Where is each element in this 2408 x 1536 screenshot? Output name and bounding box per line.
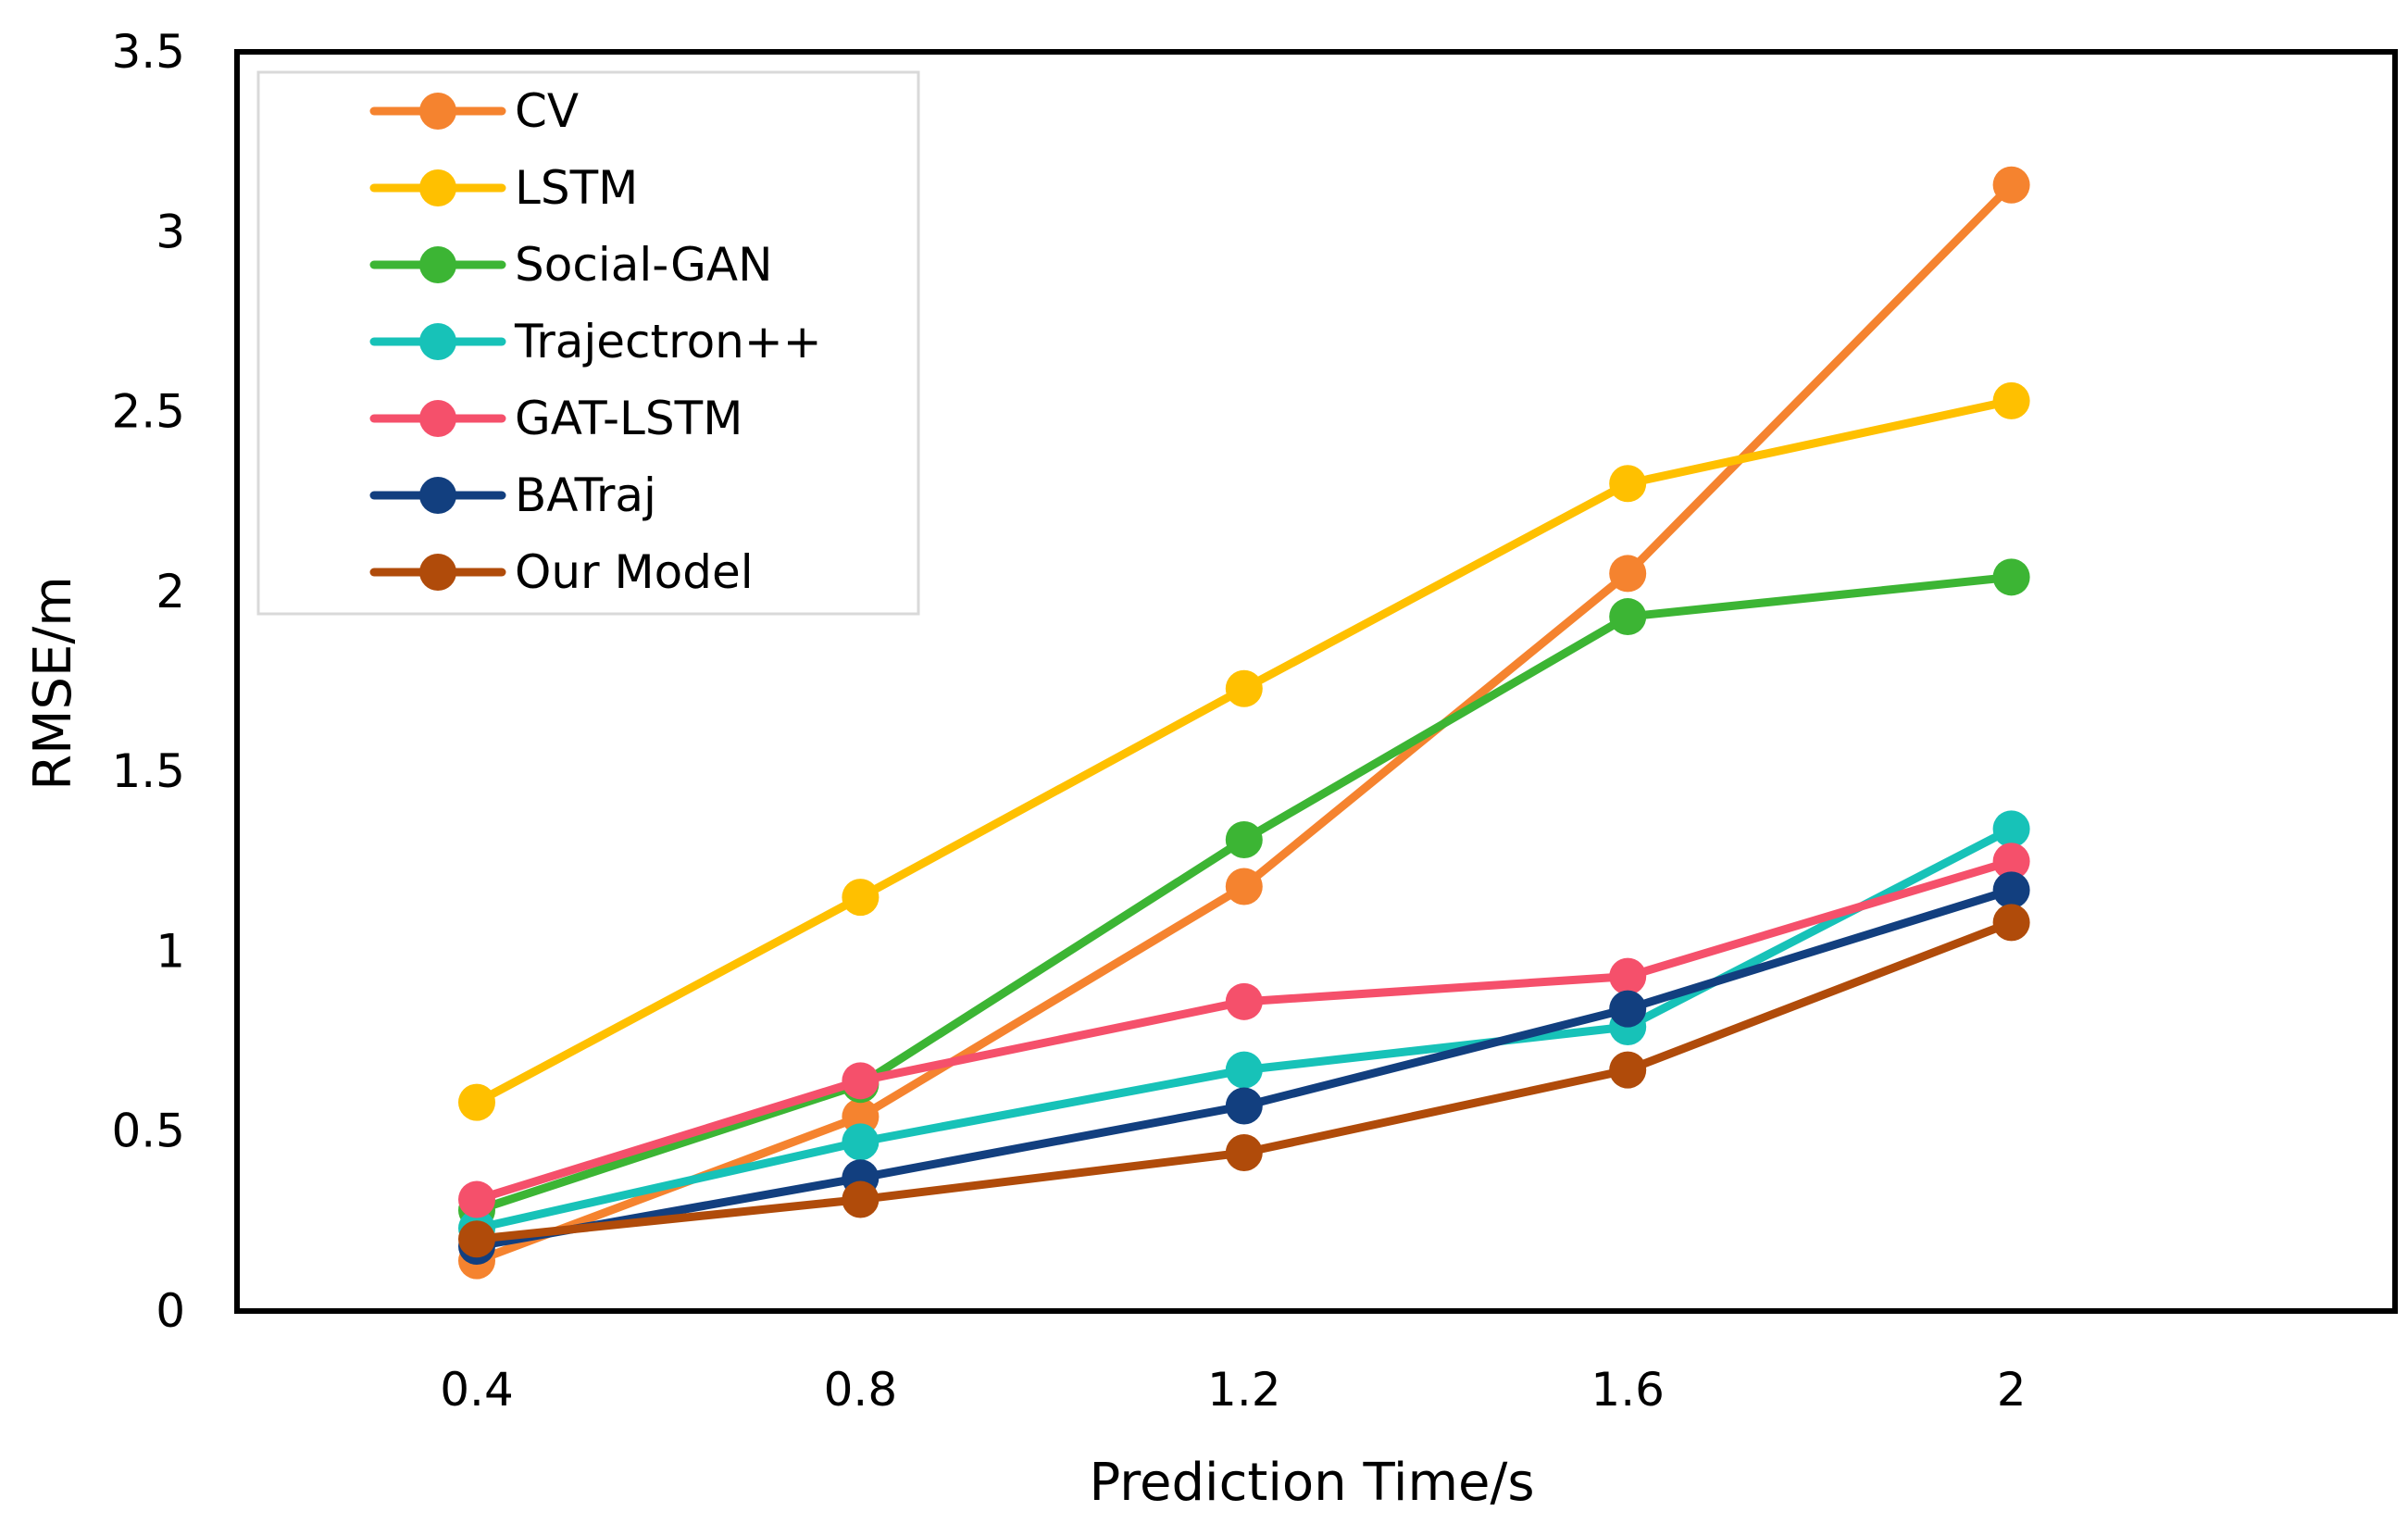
y-tick-labels: 0 0.5 1 1.5 2 2.5 3 3.5 (111, 25, 185, 1338)
data-point (1992, 558, 2030, 596)
legend-swatch-marker (419, 477, 456, 514)
data-point (1225, 669, 1263, 707)
y-tick-label: 1 (156, 924, 185, 978)
legend-box (256, 70, 920, 616)
y-tick-label: 3.5 (111, 25, 185, 79)
legend-swatch-marker (419, 554, 456, 591)
data-point (1609, 465, 1647, 503)
legend-label: Our Model (515, 545, 754, 599)
data-point (1992, 904, 2030, 942)
legend-entry: Our Model (369, 545, 754, 599)
data-point (1225, 820, 1263, 858)
legend-swatch-marker (419, 93, 456, 130)
y-tick-label: 0.5 (111, 1105, 185, 1158)
x-tick-label: 1.2 (1207, 1363, 1281, 1417)
series-lstm (458, 381, 2030, 1121)
data-point (1225, 1051, 1263, 1089)
legend-label: BATraj (515, 468, 656, 522)
legend-entry: BATraj (369, 468, 656, 522)
data-point (458, 1180, 495, 1218)
data-point (1225, 982, 1263, 1020)
y-tick-label: 2 (156, 565, 185, 618)
data-point (1609, 555, 1647, 593)
legend-swatch-marker (419, 400, 456, 437)
x-axis-title: Prediction Time/s (1089, 1453, 1534, 1513)
x-tick-labels: 0.4 0.8 1.2 1.6 2 (440, 1363, 2026, 1417)
legend-label: LSTM (515, 161, 638, 215)
plot-frame (234, 49, 2398, 1314)
data-point (1992, 843, 2030, 880)
data-point (1225, 1134, 1263, 1172)
data-point (458, 1083, 495, 1121)
series-our-model (458, 904, 2030, 1258)
x-tick-label: 2 (1997, 1363, 2027, 1417)
data-point (842, 1123, 880, 1161)
data-point (1609, 990, 1647, 1028)
data-point (1992, 381, 2030, 419)
data-point (458, 1220, 495, 1258)
x-tick-label: 0.8 (824, 1363, 898, 1417)
y-axis-title: RMSE/m (23, 576, 83, 791)
legend-entry: Trajectron++ (369, 315, 822, 368)
data-point (1609, 598, 1647, 636)
legend-swatch-marker (419, 246, 456, 283)
legend-label: Trajectron++ (514, 315, 822, 368)
y-tick-label: 1.5 (111, 744, 185, 798)
legend-label: CV (515, 84, 579, 138)
data-point (1225, 1087, 1263, 1125)
legend-label: Social-GAN (515, 238, 772, 292)
y-tick-label: 2.5 (111, 385, 185, 439)
data-point (842, 1180, 880, 1218)
y-tick-label: 0 (156, 1284, 185, 1338)
series-layer (458, 166, 2030, 1280)
data-point (1992, 166, 2030, 204)
legend-entry: CV (369, 84, 579, 138)
data-point (1609, 1051, 1647, 1089)
legend-entry: Social-GAN (369, 238, 772, 292)
data-point (842, 1062, 880, 1100)
y-tick-label: 3 (156, 205, 185, 258)
data-point (1992, 871, 2030, 909)
legend-swatch-marker (419, 169, 456, 206)
legend-label: GAT-LSTM (515, 392, 742, 445)
legend: CV LSTM Social-GAN Trajectron++ GAT-LSTM BATr… (256, 70, 920, 616)
x-tick-label: 0.4 (440, 1363, 514, 1417)
series-gat-lstm (458, 843, 2030, 1218)
data-point (1609, 957, 1647, 995)
x-tick-label: 1.6 (1591, 1363, 1665, 1417)
legend-entry: LSTM (369, 161, 638, 215)
data-point (1992, 810, 2030, 848)
data-point (842, 879, 880, 917)
data-point (1225, 868, 1263, 905)
legend-swatch-marker (419, 323, 456, 360)
legend-entry: GAT-LSTM (369, 392, 742, 445)
